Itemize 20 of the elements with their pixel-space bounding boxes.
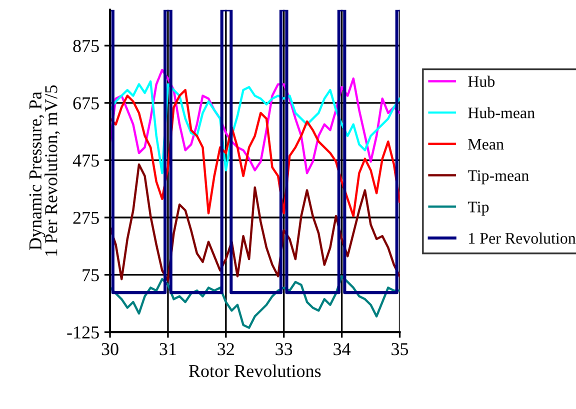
legend-label: Hub-mean (468, 107, 535, 118)
x-tick-label: 34 (334, 343, 351, 356)
legend-label: Mean (468, 139, 504, 150)
x-tick-label: 35 (392, 343, 408, 356)
y-tick-label: 675 (73, 97, 99, 110)
x-tick-label: 33 (276, 343, 292, 356)
x-axis-title: Rotor Revolutions (188, 364, 321, 378)
x-tick-label: 30 (102, 343, 118, 356)
y-tick-label: -125 (67, 326, 99, 339)
y-tick-label: 75 (82, 269, 99, 282)
y-tick-label: 275 (73, 212, 99, 224)
y-tick-label: 475 (72, 154, 99, 167)
legend-label: Hub (468, 76, 495, 87)
legend-label: 1 Per Revolution (469, 232, 576, 244)
x-tick-label: 32 (218, 343, 234, 356)
y-axis-title: Dynamic Pressure, Pa 1 Per Revolution, mV/5 (29, 85, 60, 256)
legend-label: Tip (468, 202, 489, 216)
legend-label: Tip-mean (468, 170, 529, 184)
x-tick-label: 31 (160, 343, 176, 356)
y-tick-label: 875 (73, 40, 99, 52)
